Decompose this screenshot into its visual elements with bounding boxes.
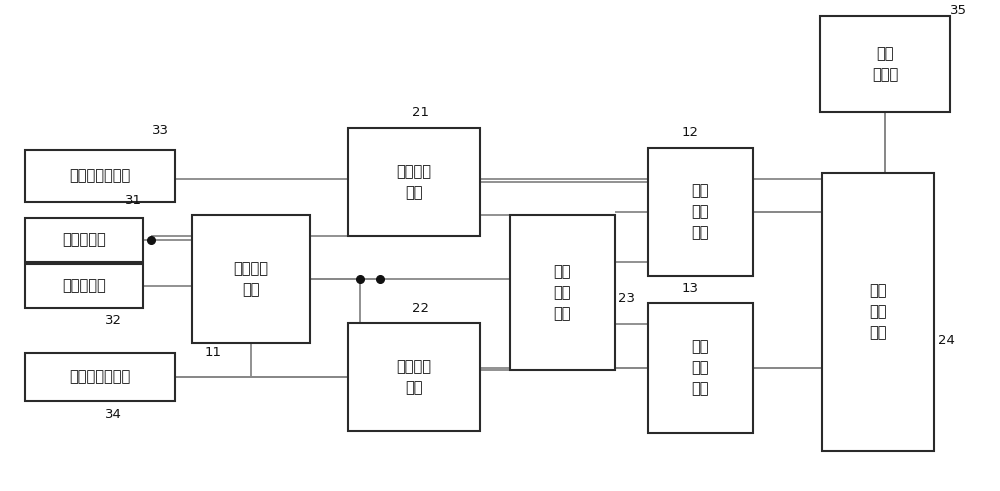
Text: 第四
开关
模块: 第四 开关 模块	[869, 283, 887, 340]
Text: 21: 21	[412, 106, 429, 118]
Text: 第三
开关
模块: 第三 开关 模块	[554, 264, 571, 321]
Bar	[348, 128, 480, 236]
Text: 第一开关
模块: 第一开关 模块	[396, 164, 432, 200]
Text: 23: 23	[618, 292, 635, 304]
Text: 11: 11	[205, 347, 222, 359]
Bar	[648, 303, 753, 433]
Bar	[192, 215, 310, 343]
Text: 驱动电压源: 驱动电压源	[62, 233, 106, 247]
Text: 第一比较
模块: 第一比较 模块	[234, 261, 268, 297]
Text: 24: 24	[938, 333, 955, 347]
Text: 第二开关
模块: 第二开关 模块	[396, 359, 432, 395]
Text: 第三
比较
模块: 第三 比较 模块	[692, 339, 709, 397]
Text: 31: 31	[125, 193, 142, 207]
Text: 34: 34	[105, 409, 122, 421]
Text: 33: 33	[152, 124, 169, 136]
Bar	[25, 218, 143, 262]
Text: 关闭电压信号源: 关闭电压信号源	[69, 370, 131, 384]
Bar	[510, 215, 615, 370]
Text: 32: 32	[105, 313, 122, 327]
Text: 22: 22	[412, 301, 429, 315]
Bar	[822, 173, 934, 451]
Text: 35: 35	[950, 3, 967, 17]
Text: 供电
电压源: 供电 电压源	[872, 46, 898, 82]
Text: 12: 12	[682, 126, 699, 138]
Bar	[25, 264, 143, 308]
Bar	[25, 150, 175, 202]
Bar	[648, 148, 753, 276]
Text: 第二
比较
模块: 第二 比较 模块	[692, 184, 709, 241]
Bar	[348, 323, 480, 431]
Bar	[820, 16, 950, 112]
Text: 阈值电压源: 阈值电压源	[62, 278, 106, 294]
Text: 13: 13	[682, 281, 699, 295]
Text: 开启电压信号源: 开启电压信号源	[69, 168, 131, 184]
Bar	[25, 353, 175, 401]
